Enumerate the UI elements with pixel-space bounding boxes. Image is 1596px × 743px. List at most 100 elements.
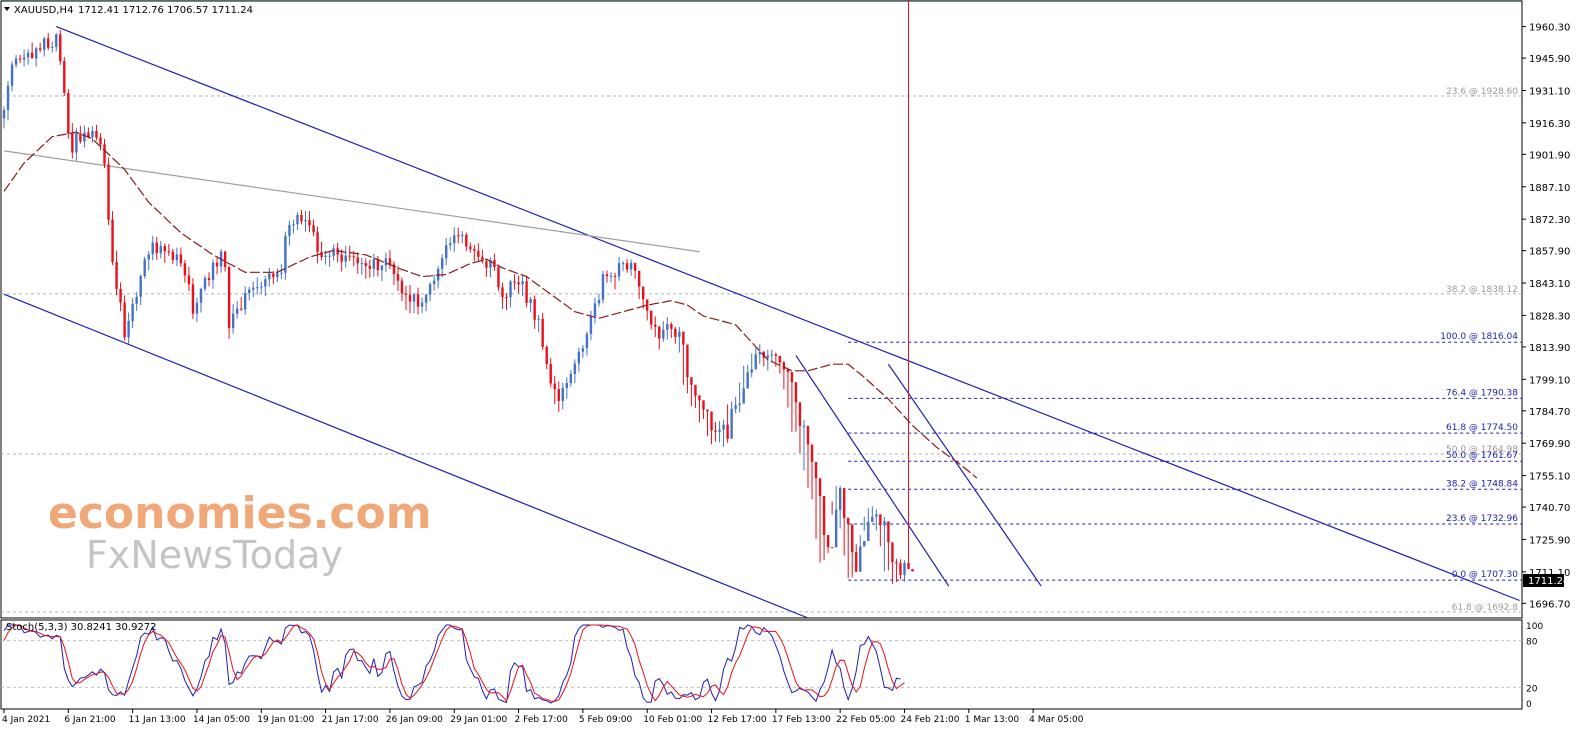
candle — [55, 33, 58, 52]
candle — [344, 246, 347, 268]
fibo-level-label: 100.0 @ 1816.04 — [1440, 332, 1518, 342]
candle-body — [111, 219, 114, 263]
symbol-label: XAUUSD,H4 — [14, 5, 73, 16]
candle — [875, 509, 878, 531]
candle-body — [445, 245, 448, 259]
candle — [416, 287, 420, 315]
symbol-dropdown-icon[interactable] — [4, 7, 10, 11]
candle — [404, 285, 408, 310]
candle — [34, 47, 38, 67]
candle — [131, 298, 134, 329]
candle — [14, 55, 18, 68]
candle — [272, 271, 275, 285]
candle-body — [718, 429, 721, 432]
candle-body — [55, 34, 58, 47]
candle-body — [782, 362, 786, 370]
candle — [851, 524, 854, 578]
candle — [710, 411, 713, 445]
price-axis[interactable]: 1960.30 1945.90 1931.10 1916.30 1901.90 1887.… — [1522, 23, 1570, 611]
candle-body — [388, 258, 392, 265]
price-tick-label: 1843.10 — [1529, 279, 1570, 290]
candle — [127, 312, 130, 344]
candle — [26, 49, 30, 65]
candle-body — [834, 509, 838, 548]
candle-body — [348, 255, 351, 257]
watermark-fxnewstoday: FxNewsToday — [86, 533, 343, 577]
price-tick-label: 1813.90 — [1529, 343, 1570, 354]
candle-body — [585, 333, 589, 349]
candle — [38, 42, 42, 53]
candle — [842, 488, 846, 556]
candle — [412, 292, 416, 314]
candle-body — [501, 287, 504, 298]
candle — [260, 281, 263, 294]
candle — [891, 542, 894, 584]
channel-inner-right — [887, 363, 1042, 587]
candle — [163, 243, 166, 263]
candle — [903, 560, 906, 582]
candle-body — [328, 255, 331, 257]
candle — [730, 401, 733, 439]
candle — [859, 535, 862, 572]
candle-body — [682, 331, 685, 345]
candle — [609, 272, 613, 283]
candle-body — [356, 257, 359, 264]
candle — [702, 400, 705, 419]
candle-body — [553, 383, 556, 390]
candle-body — [95, 130, 98, 138]
candle-body — [734, 405, 737, 409]
candle — [79, 125, 82, 144]
candle-body — [308, 220, 311, 226]
candle-body — [163, 246, 166, 252]
candle — [18, 54, 22, 64]
candle-body — [296, 214, 299, 225]
time-axis[interactable]: 4 Jan 2021 6 Jan 21:00 11 Jan 13:00 14 Jan … — [2, 709, 1084, 725]
candle — [280, 264, 283, 279]
trendline-gray — [3, 150, 700, 253]
candle-body — [127, 321, 130, 338]
candle — [585, 331, 589, 356]
channel-upper-line — [56, 26, 1520, 602]
candle — [485, 259, 488, 277]
candle-body — [412, 294, 416, 302]
candle — [135, 292, 138, 311]
candle-body — [457, 235, 460, 237]
candle — [758, 344, 761, 364]
candle — [722, 419, 725, 447]
candle-body — [702, 400, 705, 410]
price-tick-label: 1960.30 — [1529, 23, 1570, 34]
candle-body — [533, 299, 536, 320]
time-tick-label: 17 Feb 13:00 — [772, 715, 831, 725]
candle-body — [694, 384, 697, 396]
candle-body — [818, 478, 822, 496]
candle — [457, 227, 460, 244]
candle — [51, 41, 54, 53]
candle — [10, 61, 14, 92]
candle — [368, 259, 372, 278]
candle-body — [899, 563, 902, 575]
candle — [557, 381, 560, 412]
current-price-label: 1711.24 — [1528, 576, 1569, 587]
candle — [199, 287, 203, 313]
time-tick-label: 14 Jan 05:00 — [193, 715, 250, 725]
moving-average — [3, 131, 978, 479]
candle-body — [453, 235, 456, 244]
candle-body — [107, 164, 110, 220]
candle — [288, 220, 291, 246]
candle-body — [525, 281, 528, 303]
candle — [830, 501, 834, 549]
candle-body — [115, 262, 118, 289]
time-tick-label: 22 Feb 05:00 — [836, 715, 895, 725]
candle-body — [256, 287, 259, 289]
candle-body — [87, 132, 90, 138]
candle-body — [91, 130, 94, 138]
candle — [304, 211, 307, 232]
candle-body — [561, 388, 564, 401]
time-tick-label: 1 Mar 13:00 — [965, 715, 1020, 725]
candle-body — [123, 302, 126, 338]
candle — [690, 377, 693, 406]
candle — [818, 478, 822, 563]
candle-body — [710, 411, 713, 431]
candle — [545, 345, 548, 370]
candle-body — [497, 267, 500, 288]
